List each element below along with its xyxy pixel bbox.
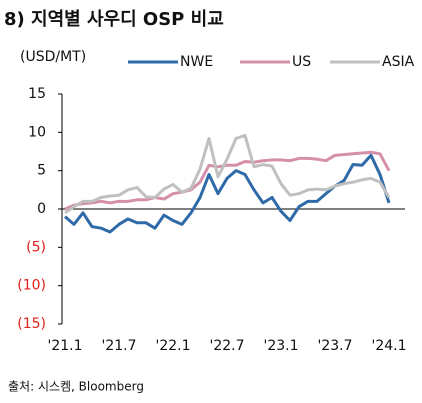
x-tick-label: '24.1 <box>371 338 406 354</box>
x-tick-label: '21.7 <box>101 338 136 354</box>
legend-label: US <box>292 54 311 70</box>
y-tick-label: 10 <box>28 124 46 140</box>
y-tick-label: 5 <box>37 163 46 179</box>
legend-label: NWE <box>180 54 213 70</box>
y-tick-label: (15) <box>17 316 46 332</box>
y-tick-label: (5) <box>26 239 46 255</box>
x-tick-label: '23.1 <box>263 338 298 354</box>
series-line <box>64 150 391 211</box>
x-tick-label: '22.7 <box>209 338 244 354</box>
legend-label: ASIA <box>382 54 415 70</box>
x-tick-label: '21.1 <box>47 338 82 354</box>
x-tick-label: '22.1 <box>155 338 190 354</box>
y-tick-label: 0 <box>37 201 46 217</box>
y-axis-label: (USD/MT) <box>20 49 86 65</box>
source: 출처: 시스켐, Bloomberg <box>8 380 144 394</box>
y-tick-label: (10) <box>17 278 46 294</box>
x-tick-label: '23.7 <box>317 338 352 354</box>
chart-title: 8) 지역별 사우디 OSP 비교 <box>4 9 224 30</box>
series-line <box>64 153 391 234</box>
y-tick-label: 15 <box>28 86 46 102</box>
series-line <box>64 133 391 215</box>
